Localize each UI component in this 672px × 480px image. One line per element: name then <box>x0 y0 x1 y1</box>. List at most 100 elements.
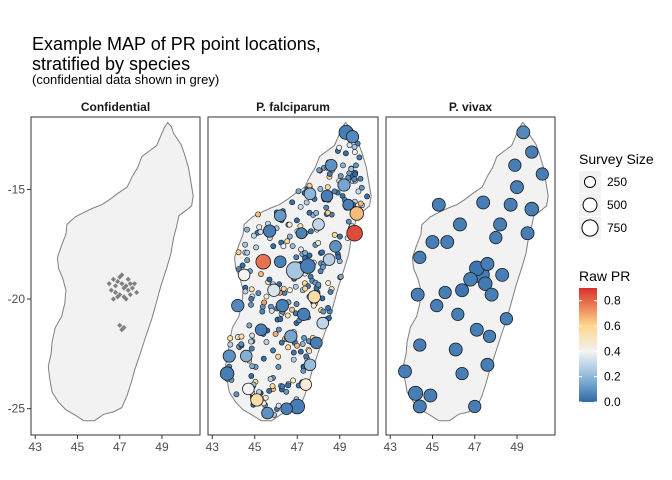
survey-point <box>292 283 299 290</box>
survey-point <box>283 388 290 395</box>
survey-point <box>280 243 287 250</box>
facet-panel: Confidential 43 45 47 49 <box>29 96 201 454</box>
survey-point <box>242 382 255 396</box>
facet-panels: Confidential 43 45 47 49 P. falciparum 43 45 47 4… <box>29 96 556 454</box>
survey-point <box>303 358 317 372</box>
survey-point <box>320 189 334 203</box>
survey-point <box>303 199 310 206</box>
survey-point <box>431 197 446 212</box>
survey-point <box>480 257 495 271</box>
survey-point <box>310 336 323 350</box>
survey-point <box>253 244 259 251</box>
x-tick-label: 49 <box>155 440 169 454</box>
survey-point <box>469 322 484 337</box>
survey-point <box>263 224 277 238</box>
survey-point <box>358 184 365 191</box>
survey-point <box>249 332 256 339</box>
survey-point <box>263 293 270 300</box>
color-legend-label: 0.0 <box>604 395 621 409</box>
survey-point <box>306 209 313 216</box>
survey-point <box>257 228 264 235</box>
survey-point <box>489 231 503 245</box>
survey-point <box>222 349 236 363</box>
survey-point <box>451 307 465 321</box>
survey-point <box>412 399 427 414</box>
x-tick-label: 49 <box>333 440 347 454</box>
survey-point <box>336 144 343 151</box>
survey-point <box>293 217 300 224</box>
survey-point <box>319 249 326 256</box>
survey-point <box>324 184 331 191</box>
x-tick-label: 45 <box>426 440 440 454</box>
survey-point <box>357 200 364 207</box>
survey-point <box>430 299 444 313</box>
survey-point <box>261 406 274 420</box>
survey-point <box>503 197 518 212</box>
survey-point <box>227 335 234 342</box>
survey-point <box>303 187 317 200</box>
survey-point <box>306 252 313 259</box>
survey-point <box>255 254 271 270</box>
survey-point <box>238 333 245 340</box>
survey-point <box>286 287 293 294</box>
survey-point <box>352 171 359 178</box>
survey-point <box>357 175 364 182</box>
survey-point <box>248 286 255 293</box>
survey-point <box>326 171 333 177</box>
size-legend-title: Survey Size <box>579 151 654 167</box>
survey-point <box>255 290 262 297</box>
size-legend-circle <box>582 197 598 213</box>
survey-point <box>299 378 312 391</box>
confidential-point <box>127 281 133 287</box>
survey-point <box>313 210 320 216</box>
survey-point <box>277 316 284 323</box>
survey-point <box>320 308 327 315</box>
survey-point <box>325 305 331 311</box>
survey-point <box>349 206 364 221</box>
survey-point <box>262 394 269 401</box>
survey-point <box>348 166 355 172</box>
survey-point <box>317 186 324 192</box>
survey-point <box>325 159 338 172</box>
survey-point <box>293 254 300 261</box>
y-axis: -15 -20 -25 <box>8 182 31 416</box>
survey-point <box>346 142 353 149</box>
survey-point <box>284 329 298 343</box>
y-tick-label: -20 <box>8 292 26 306</box>
color-legend-label: 0.4 <box>604 344 621 358</box>
survey-point <box>331 188 338 195</box>
confidential-point <box>131 281 138 287</box>
survey-point <box>270 243 277 250</box>
survey-point <box>289 243 296 250</box>
survey-point <box>342 150 349 157</box>
survey-point <box>285 382 291 389</box>
survey-point <box>285 344 292 351</box>
survey-point <box>335 253 342 260</box>
survey-point <box>510 180 524 195</box>
confidential-point <box>119 281 125 287</box>
confidential-point <box>110 296 116 302</box>
survey-point <box>233 391 240 398</box>
survey-point <box>520 226 535 241</box>
facet-strip <box>386 96 555 117</box>
survey-point <box>413 338 427 352</box>
survey-point <box>480 357 495 372</box>
survey-point <box>310 302 317 309</box>
survey-point <box>249 363 256 370</box>
survey-point <box>495 267 510 282</box>
survey-point <box>244 257 251 264</box>
color-legend-label: 0.2 <box>604 370 621 384</box>
survey-point <box>231 299 245 313</box>
survey-point <box>298 246 304 253</box>
survey-point <box>267 376 274 382</box>
survey-point <box>279 383 286 390</box>
survey-point <box>235 249 242 256</box>
confidential-point <box>134 289 140 295</box>
survey-point <box>294 342 301 349</box>
survey-point <box>337 233 343 240</box>
survey-point <box>301 335 307 341</box>
survey-point <box>254 323 268 336</box>
survey-point <box>525 145 539 159</box>
survey-point <box>248 296 255 302</box>
